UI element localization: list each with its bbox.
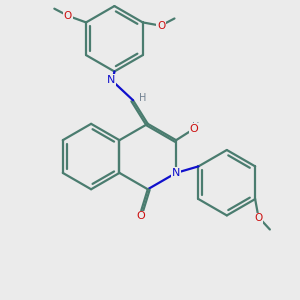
Text: O: O <box>254 213 262 224</box>
Text: H: H <box>139 93 146 103</box>
Text: N: N <box>107 75 116 85</box>
Text: O: O <box>157 21 165 31</box>
Text: N: N <box>172 168 180 178</box>
Text: O: O <box>64 11 72 21</box>
Text: H: H <box>192 122 200 132</box>
Text: O: O <box>137 212 146 221</box>
Text: O: O <box>189 124 198 134</box>
